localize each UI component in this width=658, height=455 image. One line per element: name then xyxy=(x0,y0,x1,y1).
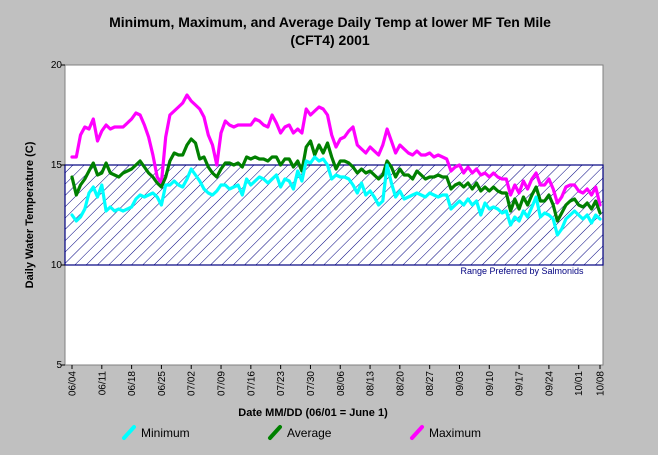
legend-swatch-minimum xyxy=(122,425,136,440)
x-tick-label: 10/01 xyxy=(574,371,585,396)
x-tick-label: 08/13 xyxy=(366,371,377,396)
x-tick-label: 06/18 xyxy=(127,371,138,396)
x-tick-label: 08/27 xyxy=(425,371,436,396)
x-tick-label: 07/30 xyxy=(306,371,317,396)
x-tick-label: 09/10 xyxy=(485,371,496,396)
y-axis: 5 10 15 20 xyxy=(51,60,65,371)
legend: Minimum Average Maximum xyxy=(122,425,481,440)
x-tick-label: 09/24 xyxy=(544,371,555,396)
y-tick-label: 5 xyxy=(56,360,62,371)
x-tick-label: 06/11 xyxy=(97,371,108,396)
x-tick-label: 06/04 xyxy=(68,371,79,396)
x-tick-label: 07/23 xyxy=(276,371,287,396)
y-tick-label: 10 xyxy=(51,260,63,271)
x-tick-label: 07/02 xyxy=(187,371,198,396)
chart-title-line-1: Minimum, Maximum, and Average Daily Temp… xyxy=(109,14,551,30)
x-tick-label: 10/08 xyxy=(596,371,607,396)
x-tick-label: 08/20 xyxy=(395,371,406,396)
legend-swatch-maximum xyxy=(410,425,424,440)
x-axis: 06/04 06/11 06/18 06/25 07/02 07/09 07/16 07/23… xyxy=(68,365,607,396)
x-tick-label: 07/16 xyxy=(246,371,257,396)
x-tick-label: 09/17 xyxy=(515,371,526,396)
chart-title-line-2: (CFT4) 2001 xyxy=(290,32,370,48)
preferred-range-label: Range Preferred by Salmonids xyxy=(460,266,584,276)
legend-label-maximum: Maximum xyxy=(429,426,481,440)
legend-label-minimum: Minimum xyxy=(141,426,190,440)
x-tick-label: 08/06 xyxy=(336,371,347,396)
x-axis-label: Date MM/DD (06/01 = June 1) xyxy=(238,407,388,419)
series-line-average xyxy=(70,137,602,223)
y-axis-label: Daily Water Temperature (C) xyxy=(24,141,36,288)
series-line-maximum xyxy=(70,93,602,207)
series-line-minimum xyxy=(70,155,602,237)
y-tick-label: 15 xyxy=(51,160,63,171)
legend-swatch-average xyxy=(268,425,282,440)
x-tick-label: 07/09 xyxy=(217,371,228,396)
legend-label-average: Average xyxy=(287,426,332,440)
x-tick-label: 06/25 xyxy=(157,371,168,396)
x-tick-label: 09/03 xyxy=(455,371,466,396)
series-layer xyxy=(70,93,602,237)
y-tick-label: 20 xyxy=(51,60,63,71)
